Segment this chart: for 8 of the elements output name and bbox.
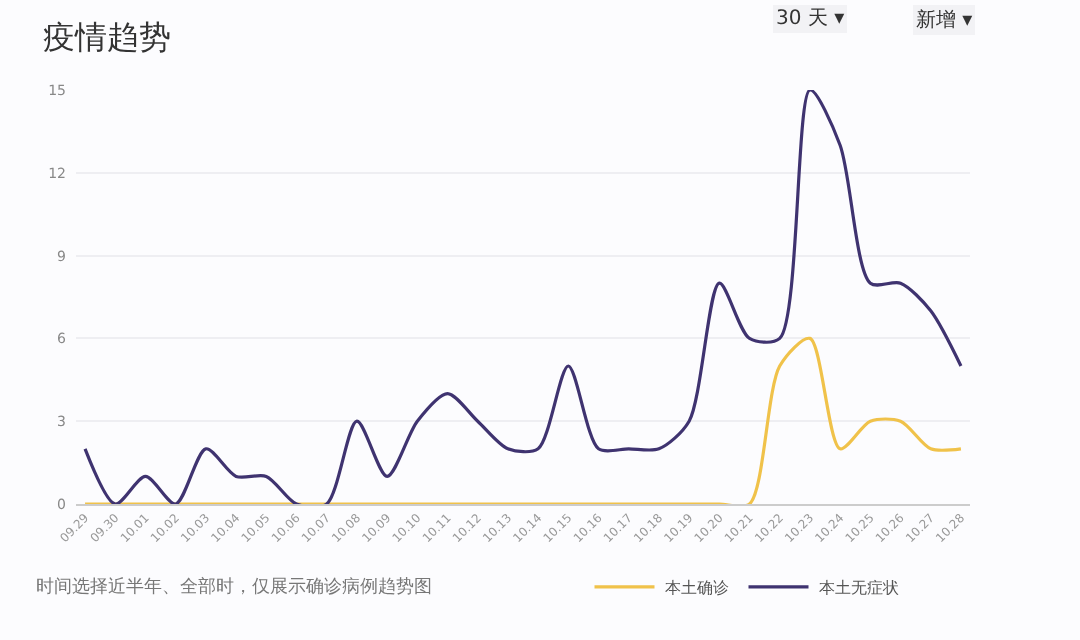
- text: 30 天 ▾: [776, 8, 845, 30]
- legend-label: 本土无症状: [818, 579, 899, 598]
- line-series: [83, 90, 963, 504]
- text: 时间选择近半年、全部时，仅展示确诊病例趋势图: [36, 576, 432, 598]
- line-series: [83, 336, 963, 504]
- legend-label: 本土确诊: [664, 579, 729, 598]
- text: 新增 ▾: [916, 8, 973, 32]
- chart-title: 疫情趋势: [43, 18, 172, 56]
